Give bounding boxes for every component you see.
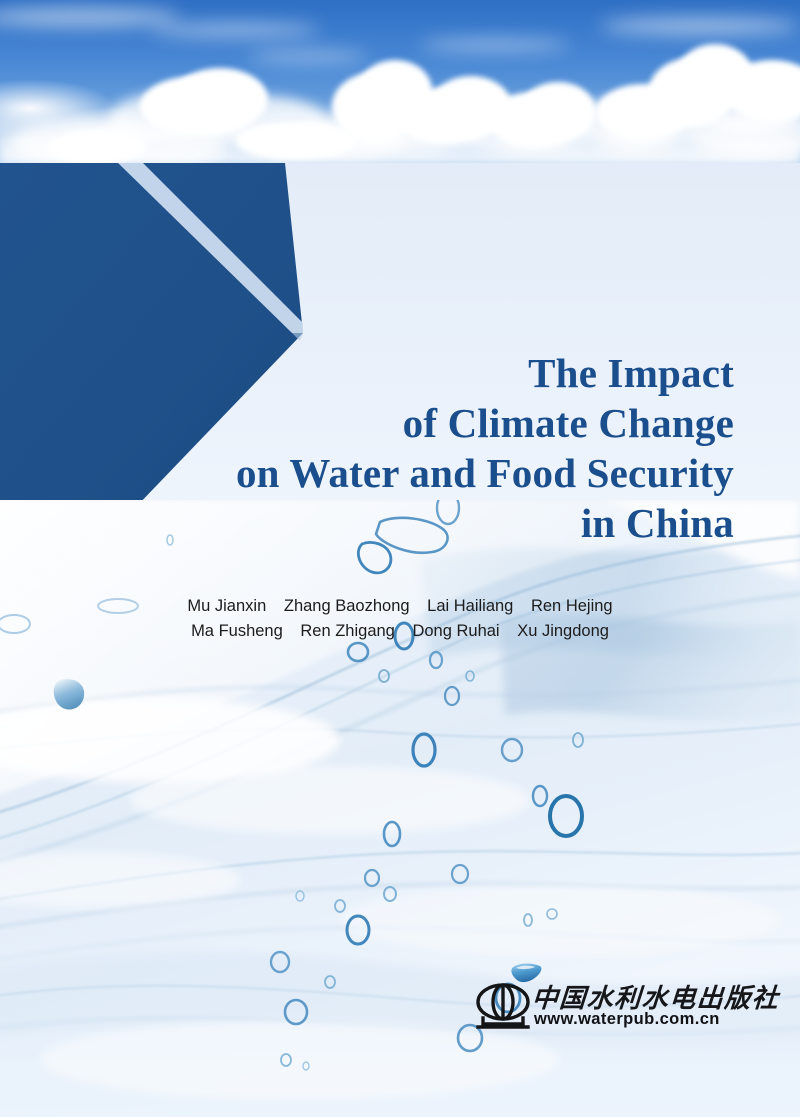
cloud-wisp xyxy=(600,18,800,34)
water-surface-graphic xyxy=(0,500,800,1117)
author-name: Dong Ruhai xyxy=(412,622,500,640)
book-title: The Impact of Climate Change on Water an… xyxy=(114,348,734,548)
cloud-wisp xyxy=(420,40,570,50)
author-name: Lai Hailiang xyxy=(427,597,514,615)
author-line-2: Ma Fusheng Ren Zhigang Dong Ruhai Xu Jin… xyxy=(0,619,800,644)
author-name: Xu Jingdong xyxy=(517,622,609,640)
water-bubbles xyxy=(0,500,584,1071)
author-name: Ma Fusheng xyxy=(191,622,283,640)
water-sheen xyxy=(0,698,780,1100)
diagonal-light-stripe xyxy=(118,163,303,333)
author-name: Mu Jianxin xyxy=(187,597,267,615)
publisher-url: www.waterpub.com.cn xyxy=(534,1010,720,1028)
author-name: Ren Hejing xyxy=(530,597,613,615)
author-name: Zhang Baozhong xyxy=(283,597,410,615)
author-name: Ren Zhigang xyxy=(300,622,395,640)
author-list: Mu Jianxin Zhang Baozhong Lai Hailiang R… xyxy=(0,594,800,644)
water-artwork xyxy=(0,500,800,1117)
title-line-2: of Climate Change xyxy=(402,400,734,446)
publisher-block: 中国水利水电出版社 www.waterpub.com.cn xyxy=(470,962,780,1042)
title-line-1: The Impact xyxy=(528,350,734,396)
cloud-base-haze xyxy=(0,129,800,163)
cloud-puff xyxy=(724,60,800,122)
chevron-apex-highlight xyxy=(292,333,303,341)
water-droplet-icon xyxy=(511,963,542,983)
author-line-1: Mu Jianxin Zhang Baozhong Lai Hailiang R… xyxy=(0,594,800,619)
title-line-3: on Water and Food Security xyxy=(235,450,734,496)
water-power-press-emblem xyxy=(476,983,530,1029)
cloud-wisp xyxy=(248,52,368,61)
sky-photo-band xyxy=(0,0,800,163)
title-line-4: in China xyxy=(580,500,734,546)
cloud-wisp xyxy=(150,24,320,36)
cloud-wisp xyxy=(0,8,180,26)
